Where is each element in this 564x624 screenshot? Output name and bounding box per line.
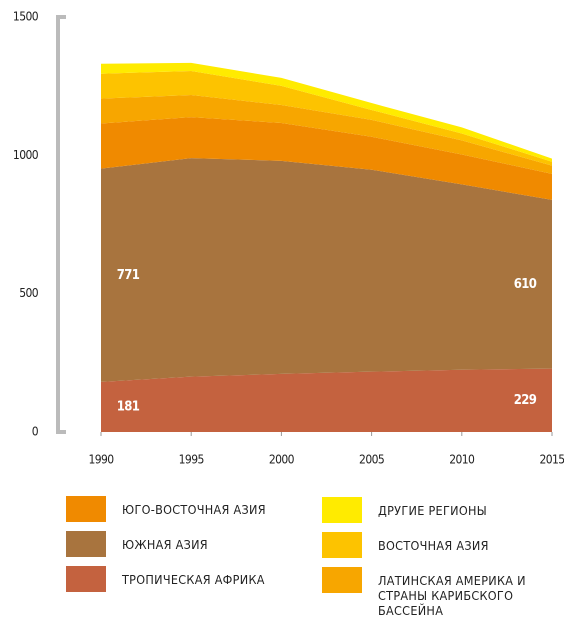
x-tick-label: 2015 <box>539 453 564 467</box>
legend-item: ЮГО-ВОСТОЧНАЯ АЗИЯ <box>66 496 322 522</box>
legend-label: ЛАТИНСКАЯ АМЕРИКА И СТРАНЫ КАРИБСКОГО БА… <box>378 573 526 618</box>
legend-swatch <box>322 567 362 593</box>
legend-label: ЮЖНАЯ АЗИЯ <box>122 537 208 552</box>
data-label: 610 <box>514 277 537 292</box>
data-label: 181 <box>117 399 140 414</box>
y-tick-label: 500 <box>19 286 39 300</box>
legend-swatch <box>66 496 106 522</box>
legend-item: ВОСТОЧНАЯ АЗИЯ <box>322 532 564 558</box>
legend-label: ДРУГИЕ РЕГИОНЫ <box>378 503 487 518</box>
legend-item: ДРУГИЕ РЕГИОНЫ <box>322 497 564 523</box>
legend-swatch <box>66 566 106 592</box>
chart: 181 229 771 610 0 500 1000 1500 1990 1995 2000 2005… <box>13 10 564 467</box>
legend-swatch <box>322 497 362 523</box>
x-tick-label: 1990 <box>88 453 114 467</box>
legend-label: ЮГО-ВОСТОЧНАЯ АЗИЯ <box>122 502 266 517</box>
data-label: 771 <box>117 268 140 283</box>
legend-label: ТРОПИЧЕСКАЯ АФРИКА <box>122 572 265 587</box>
area <box>101 70 552 166</box>
area <box>101 95 552 174</box>
x-tick-label: 2000 <box>269 453 295 467</box>
x-tick-label: 2010 <box>449 453 475 467</box>
legend-item: ЮЖНАЯ АЗИЯ <box>66 531 322 557</box>
data-label: 229 <box>514 393 537 408</box>
legend-item: ЛАТИНСКАЯ АМЕРИКА И СТРАНЫ КАРИБСКОГО БА… <box>322 567 558 618</box>
y-tick-label: 0 <box>32 425 39 439</box>
legend-label: ВОСТОЧНАЯ АЗИЯ <box>378 538 489 553</box>
legend-swatch <box>322 532 362 558</box>
legend-item: ТРОПИЧЕСКАЯ АФРИКА <box>66 566 322 592</box>
area <box>101 158 552 382</box>
area <box>101 117 552 200</box>
x-tick-label: 1995 <box>179 453 204 467</box>
x-tick-label: 2005 <box>359 453 384 467</box>
y-tick-label: 1500 <box>13 10 39 24</box>
area <box>101 368 552 432</box>
y-tick-label: 1000 <box>13 148 39 162</box>
legend-swatch <box>66 531 106 557</box>
